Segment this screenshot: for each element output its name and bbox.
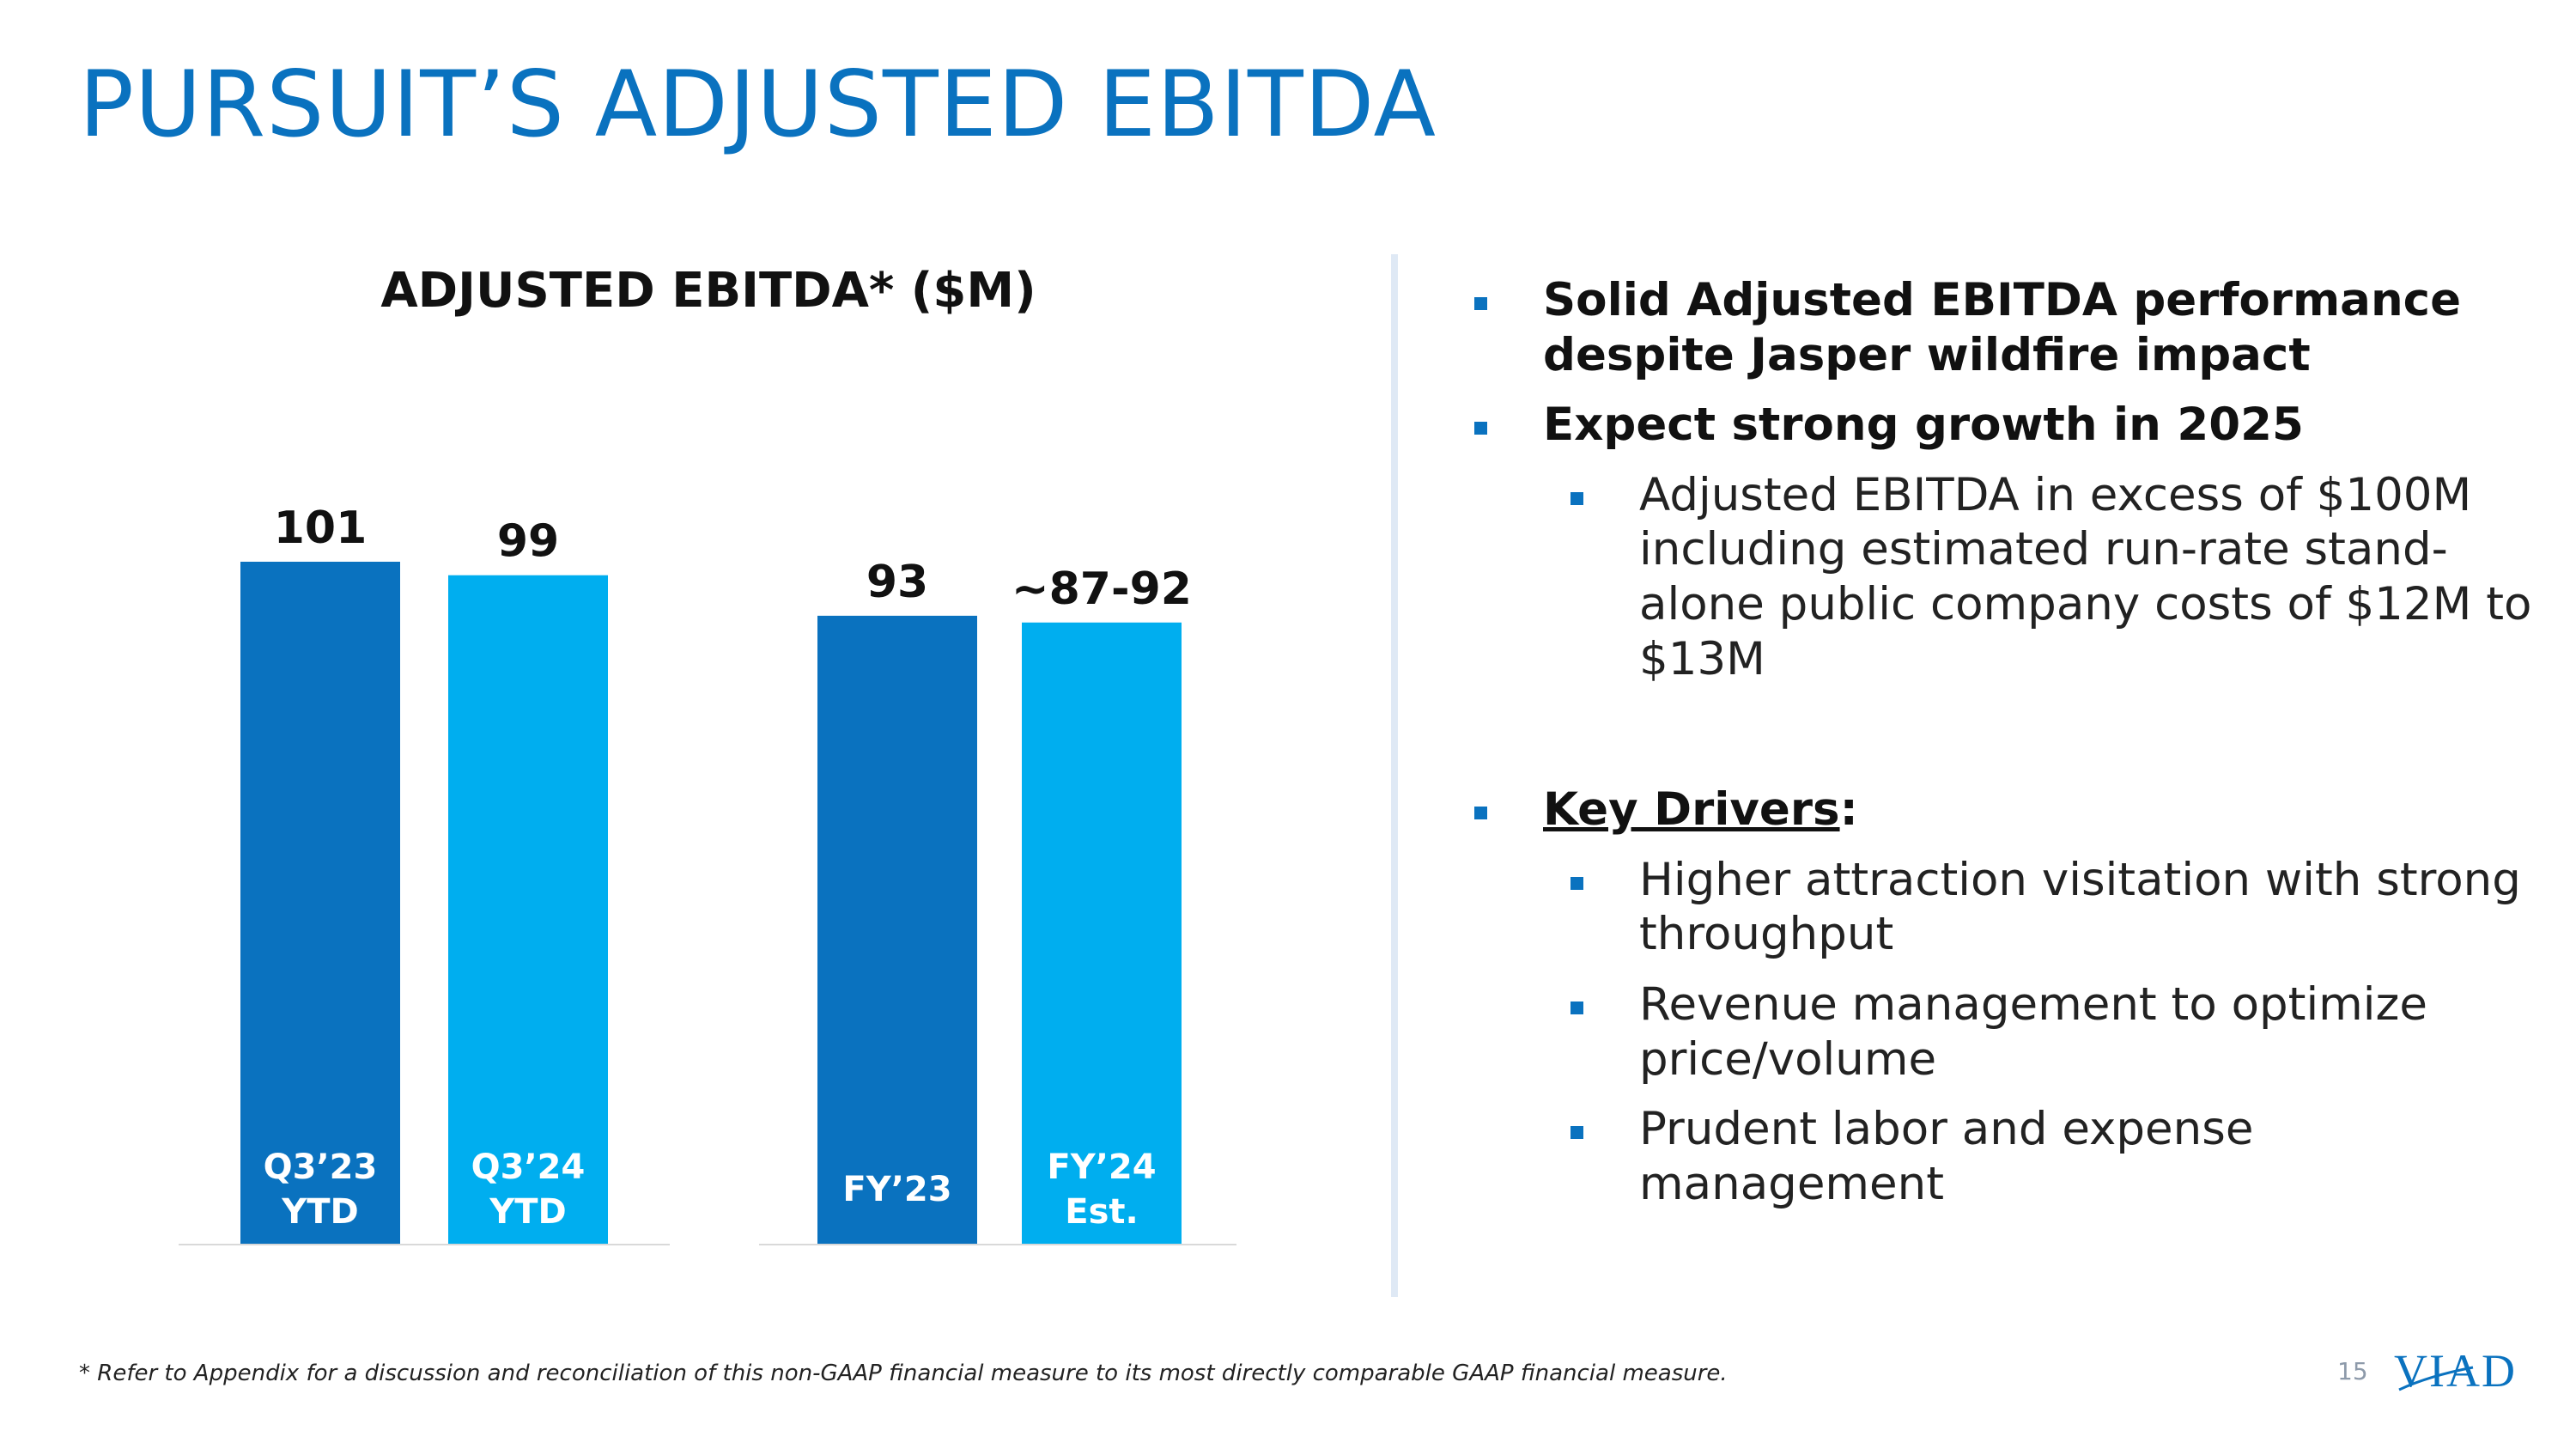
bar — [1022, 622, 1182, 1244]
adjusted-ebitda-bar-chart: 101 Q3’23 YTD 99 Q3’24 YTD 93 FY’23 ~87-92 FY’24 E… — [179, 502, 1236, 1245]
bullet-growth-text: Expect strong growth in 2025 — [1543, 399, 2304, 452]
category-label: YTD — [281, 1192, 358, 1232]
bullet-square-icon — [1474, 297, 1487, 310]
bullet-growth-detail-text: Adjusted EBITDA in excess of $100M inclu… — [1639, 468, 2532, 685]
driver-item: Prudent labor and expense management — [1464, 1102, 2550, 1211]
vertical-divider — [1391, 254, 1398, 1297]
category-label: FY’23 — [842, 1170, 951, 1209]
key-drivers-heading: Key Drivers — [1543, 783, 1840, 837]
key-drivers-colon: : — [1839, 783, 1858, 837]
bullet-square-icon — [1474, 807, 1487, 820]
bullet-square-icon — [1571, 876, 1583, 890]
bar — [240, 562, 400, 1244]
footnote: * Refer to Appendix for a discussion and… — [79, 1361, 1728, 1386]
category-label: Q3’24 — [471, 1148, 586, 1187]
data-label: 99 — [497, 516, 559, 568]
driver-item: Revenue management to optimize price/vol… — [1464, 977, 2550, 1087]
page-title: PURSUIT’S ADJUSTED EBITDA — [79, 52, 1437, 157]
chart-title: ADJUSTED EBITDA* ($M) — [380, 263, 1036, 319]
page-number: 15 — [2337, 1357, 2368, 1385]
category-label: Q3’23 — [264, 1148, 378, 1187]
bullet-growth-detail: Adjusted EBITDA in excess of $100M inclu… — [1464, 468, 2550, 686]
bullet-list: Solid Adjusted EBITDA performance despit… — [1464, 273, 2550, 1211]
category-label: FY’24 — [1047, 1148, 1156, 1187]
data-label: ~87-92 — [1012, 563, 1192, 615]
bullet-growth: Expect strong growth in 2025 — [1464, 398, 2550, 453]
driver-item-text: Prudent labor and expense management — [1639, 1103, 2254, 1210]
category-label: Est. — [1065, 1192, 1138, 1232]
data-label: 93 — [866, 557, 928, 608]
viad-logo: VIAD — [2394, 1345, 2515, 1397]
bullet-square-icon — [1571, 1126, 1583, 1140]
driver-item-text: Revenue management to optimize price/vol… — [1639, 977, 2427, 1086]
bar — [817, 615, 977, 1244]
bar — [448, 575, 608, 1244]
category-label: YTD — [489, 1192, 566, 1232]
bullet-square-icon — [1571, 491, 1583, 505]
bullet-key-drivers: Key Drivers: — [1464, 782, 2550, 837]
driver-item: Higher attraction visitation with strong… — [1464, 853, 2550, 962]
bullet-square-icon — [1474, 422, 1487, 435]
data-label: 101 — [274, 502, 368, 554]
bullet-performance-text: Solid Adjusted EBITDA performance despit… — [1543, 274, 2462, 381]
bullet-square-icon — [1571, 1001, 1583, 1014]
driver-item-text: Higher attraction visitation with strong… — [1639, 853, 2521, 961]
bullet-performance: Solid Adjusted EBITDA performance despit… — [1464, 273, 2550, 382]
